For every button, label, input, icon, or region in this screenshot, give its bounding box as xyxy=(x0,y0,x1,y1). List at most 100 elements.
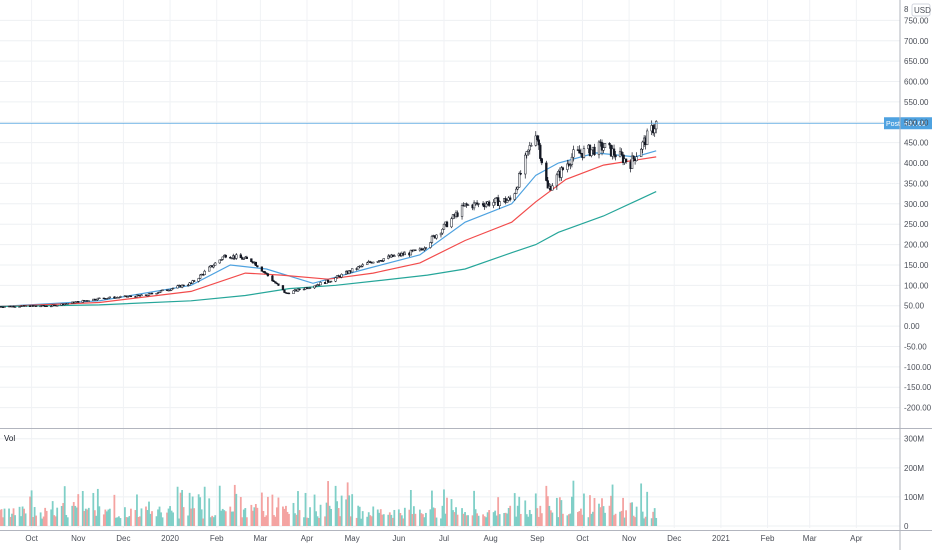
volume-bar xyxy=(572,480,575,526)
volume-bar xyxy=(274,516,277,526)
volume-bar xyxy=(29,496,32,526)
candle-body xyxy=(424,247,428,249)
candle-body xyxy=(351,268,354,273)
volume-bar xyxy=(340,495,343,526)
volume-bar xyxy=(474,509,477,526)
candle-body xyxy=(572,149,575,158)
candle-body xyxy=(376,261,379,263)
volume-bar xyxy=(440,518,442,526)
volume-bar xyxy=(411,514,414,526)
candle-body xyxy=(519,173,522,175)
volume-bar xyxy=(139,516,141,526)
volume-bar xyxy=(453,512,456,526)
candle-body xyxy=(281,285,285,291)
volume-bar xyxy=(583,493,585,526)
time-tick-label: Nov xyxy=(622,534,636,543)
time-tick-label: Jun xyxy=(392,534,405,543)
volume-bar xyxy=(461,508,463,526)
volume-bar xyxy=(113,494,116,526)
volume-bar xyxy=(397,509,400,526)
volume-bar xyxy=(388,512,391,526)
candle-body xyxy=(534,135,537,146)
time-tick-label: Oct xyxy=(25,534,38,543)
volume-bar xyxy=(260,492,263,526)
candle-body xyxy=(208,266,211,272)
candle-body xyxy=(254,261,258,266)
volume-bar xyxy=(390,514,393,526)
candle-body xyxy=(578,149,581,154)
volume-bar xyxy=(273,515,275,526)
volume-bar xyxy=(623,517,626,526)
volume-bar xyxy=(581,514,584,526)
volume-bar xyxy=(161,517,164,526)
volume-bar xyxy=(360,518,363,526)
currency-box xyxy=(911,3,931,17)
volume-bar xyxy=(503,512,506,526)
candle-body xyxy=(509,197,512,200)
candle-body xyxy=(302,288,306,291)
candle-body xyxy=(308,287,312,289)
volume-bar xyxy=(24,513,27,526)
volume-bar xyxy=(146,510,149,526)
moving-average-line xyxy=(0,191,657,308)
volume-bar xyxy=(557,517,560,526)
volume-bar xyxy=(200,509,203,526)
candle-body xyxy=(108,296,112,299)
candle-body xyxy=(224,254,227,258)
volume-bar xyxy=(33,507,36,526)
volume-bar xyxy=(298,510,301,526)
volume-bar xyxy=(655,517,658,526)
candle-body xyxy=(608,143,611,146)
volume-bar xyxy=(507,508,510,526)
time-tick-label: Dec xyxy=(116,534,130,543)
volume-bar xyxy=(593,498,596,526)
price-tick-label: 750.00 xyxy=(904,16,929,25)
volume-bar xyxy=(277,497,280,526)
volume-bar xyxy=(339,516,342,526)
candle-body xyxy=(171,287,175,290)
volume-bar xyxy=(504,512,507,526)
candle-body xyxy=(555,174,559,187)
candle-body xyxy=(287,292,291,295)
candle-body xyxy=(620,151,623,156)
volume-bar xyxy=(640,483,643,526)
volume-bar xyxy=(229,506,232,526)
volume-bar xyxy=(446,497,448,526)
volume-bar xyxy=(336,501,339,526)
volume-bar xyxy=(303,517,305,526)
chart-grid xyxy=(0,0,900,528)
candle-body xyxy=(537,139,540,146)
candle-body xyxy=(329,280,333,283)
candle-body xyxy=(203,270,206,275)
volume-bar xyxy=(127,517,129,526)
volume-bar xyxy=(558,497,561,526)
candle-body xyxy=(271,275,274,282)
volume-bar xyxy=(611,484,614,526)
volume-bar xyxy=(50,509,53,526)
volume-bar xyxy=(66,517,69,526)
volume-bar xyxy=(124,507,126,526)
volume-bar xyxy=(641,511,644,526)
volume-bar xyxy=(60,506,63,526)
volume-bar xyxy=(96,488,99,526)
candle-body xyxy=(632,155,635,160)
volume-bar xyxy=(253,507,256,526)
price-tick-label: 0.00 xyxy=(904,322,920,331)
volume-bar xyxy=(242,509,245,526)
volume-bar xyxy=(536,508,539,526)
candle-body xyxy=(199,274,202,279)
candle-body xyxy=(494,197,497,203)
volume-bar xyxy=(592,511,594,526)
volume-bar xyxy=(11,513,13,526)
candle-body xyxy=(212,265,215,268)
volume-bar xyxy=(223,510,226,526)
volume-bar xyxy=(232,511,235,526)
volume-bar xyxy=(467,515,469,526)
volume-bar xyxy=(327,481,329,526)
volume-bar xyxy=(160,512,162,526)
volume-bar xyxy=(506,513,509,526)
candle-body xyxy=(361,264,364,267)
